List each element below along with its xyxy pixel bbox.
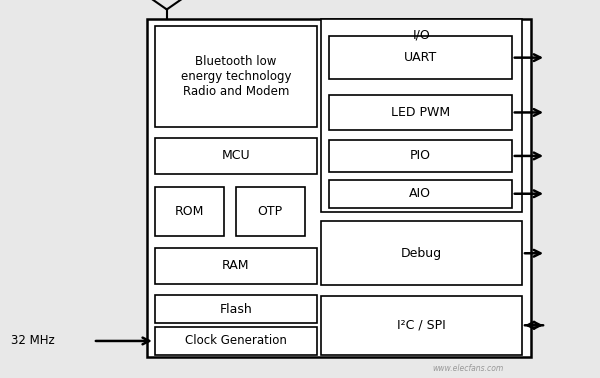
Bar	[155, 187, 224, 236]
Bar	[329, 140, 512, 172]
Text: www.elecfans.com: www.elecfans.com	[433, 364, 503, 373]
Text: Clock Generation: Clock Generation	[185, 335, 287, 347]
Bar	[147, 19, 531, 357]
Bar	[155, 295, 317, 323]
Text: Flash: Flash	[220, 302, 252, 316]
Bar	[155, 248, 317, 284]
Text: UART: UART	[404, 51, 437, 64]
Text: I²C / SPI: I²C / SPI	[397, 319, 446, 332]
Text: MCU: MCU	[221, 149, 250, 163]
Bar	[155, 327, 317, 355]
Bar	[321, 19, 522, 212]
Text: PIO: PIO	[410, 149, 431, 163]
Bar	[155, 138, 317, 174]
Bar	[321, 296, 522, 355]
Text: 32 MHz: 32 MHz	[11, 335, 55, 347]
Text: LED PWM: LED PWM	[391, 106, 450, 119]
Bar	[155, 26, 317, 127]
Text: RAM: RAM	[222, 259, 250, 272]
Text: OTP: OTP	[258, 205, 283, 218]
Bar	[329, 94, 512, 130]
Text: AIO: AIO	[409, 187, 431, 200]
Text: Bluetooth low
energy technology
Radio and Modem: Bluetooth low energy technology Radio an…	[181, 55, 291, 98]
Text: ROM: ROM	[175, 205, 204, 218]
Text: I/O: I/O	[413, 28, 431, 41]
Text: Debug: Debug	[401, 247, 442, 260]
Bar	[329, 36, 512, 79]
Bar	[321, 221, 522, 285]
Bar	[236, 187, 305, 236]
Bar	[329, 180, 512, 208]
